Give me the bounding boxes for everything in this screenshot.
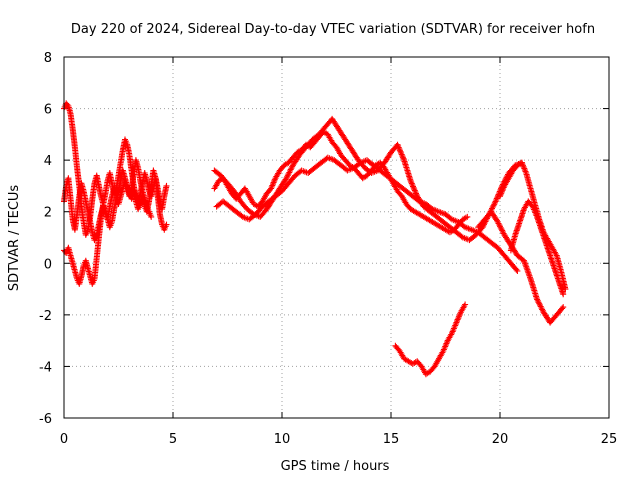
y-tick-label: 8 [44, 51, 52, 66]
y-tick-labels: 8 6 4 2 0 -2 -4 -6 [39, 51, 52, 427]
grid-lines [64, 57, 609, 418]
y-tick-label: 0 [44, 257, 52, 272]
data-point-markers [392, 301, 469, 378]
series-trace-j [497, 159, 569, 293]
x-tick-label: 25 [601, 432, 618, 447]
x-tick-label: 20 [492, 432, 509, 447]
y-tick-label: -2 [39, 309, 52, 324]
y-tick-label: 2 [44, 206, 52, 221]
data-point-markers [211, 115, 525, 244]
data-marks [61, 100, 569, 378]
chart-title: Day 220 of 2024, Sidereal Day-to-day VTE… [71, 22, 595, 37]
series-trace-g [392, 301, 469, 378]
y-axis-label: SDTVAR / TECUs [7, 185, 22, 292]
x-tick-label: 0 [60, 432, 68, 447]
x-tick-label: 10 [274, 432, 291, 447]
y-tick-label: -4 [39, 360, 52, 375]
x-tick-label: 5 [169, 432, 177, 447]
series-trace-e [211, 115, 525, 244]
x-axis-label: GPS time / hours [281, 459, 390, 474]
axis-ticks [63, 56, 610, 419]
data-point-markers [213, 154, 521, 274]
y-tick-label: -6 [39, 412, 52, 427]
x-tick-label: 15 [383, 432, 400, 447]
data-point-markers [475, 208, 567, 326]
series-trace-f [213, 154, 521, 274]
x-tick-labels: 0 5 10 15 20 25 [60, 432, 617, 447]
y-tick-label: 4 [44, 154, 52, 169]
plot-frame [63, 56, 610, 419]
series-trace-h [475, 208, 567, 326]
data-point-markers [497, 159, 569, 293]
y-tick-label: 6 [44, 103, 52, 118]
